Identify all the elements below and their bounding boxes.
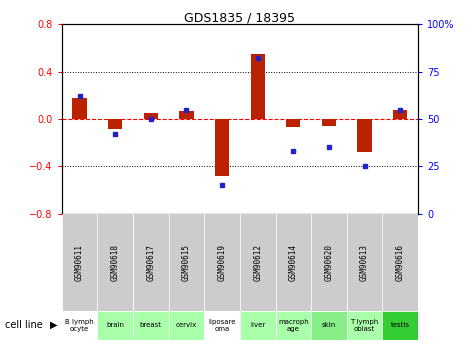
Bar <box>382 310 418 340</box>
Bar <box>133 214 169 310</box>
Bar <box>62 214 97 310</box>
Bar <box>133 310 169 340</box>
Text: GSM90614: GSM90614 <box>289 244 298 281</box>
Text: GSM90617: GSM90617 <box>146 244 155 281</box>
Bar <box>215 119 229 176</box>
Text: GSM90616: GSM90616 <box>396 244 405 281</box>
Text: liver: liver <box>250 322 266 328</box>
Text: GSM90612: GSM90612 <box>253 244 262 281</box>
Text: breast: breast <box>140 322 162 328</box>
Text: cell line: cell line <box>5 320 42 330</box>
Text: GSM90613: GSM90613 <box>360 244 369 281</box>
Text: liposare
oma: liposare oma <box>209 319 236 332</box>
Bar <box>357 119 371 152</box>
Text: skin: skin <box>322 322 336 328</box>
Bar <box>204 310 240 340</box>
Text: cervix: cervix <box>176 322 197 328</box>
Text: testis: testis <box>390 322 409 328</box>
Bar <box>276 214 311 310</box>
Text: macroph
age: macroph age <box>278 319 309 332</box>
Bar <box>347 310 382 340</box>
Bar <box>169 310 204 340</box>
Bar <box>204 214 240 310</box>
Bar <box>240 214 276 310</box>
Bar <box>382 214 418 310</box>
Bar <box>97 310 133 340</box>
Text: B lymph
ocyte: B lymph ocyte <box>65 319 94 332</box>
Bar <box>143 113 158 119</box>
Bar <box>286 119 300 127</box>
Bar <box>97 214 133 310</box>
Title: GDS1835 / 18395: GDS1835 / 18395 <box>184 11 295 24</box>
Text: GSM90620: GSM90620 <box>324 244 333 281</box>
Text: GSM90619: GSM90619 <box>218 244 227 281</box>
Bar <box>72 98 86 119</box>
Bar <box>276 310 311 340</box>
Bar <box>251 54 265 119</box>
Text: GSM90615: GSM90615 <box>182 244 191 281</box>
Bar <box>347 214 382 310</box>
Bar <box>169 214 204 310</box>
Bar <box>311 310 347 340</box>
Text: T lymph
oblast: T lymph oblast <box>351 319 379 332</box>
Text: ▶: ▶ <box>49 320 57 330</box>
Bar <box>240 310 276 340</box>
Text: GSM90611: GSM90611 <box>75 244 84 281</box>
Bar <box>311 214 347 310</box>
Bar <box>180 111 194 119</box>
Bar <box>393 109 407 119</box>
Bar <box>322 119 336 126</box>
Bar <box>62 310 97 340</box>
Bar <box>108 119 123 128</box>
Text: brain: brain <box>106 322 124 328</box>
Text: GSM90618: GSM90618 <box>111 244 120 281</box>
